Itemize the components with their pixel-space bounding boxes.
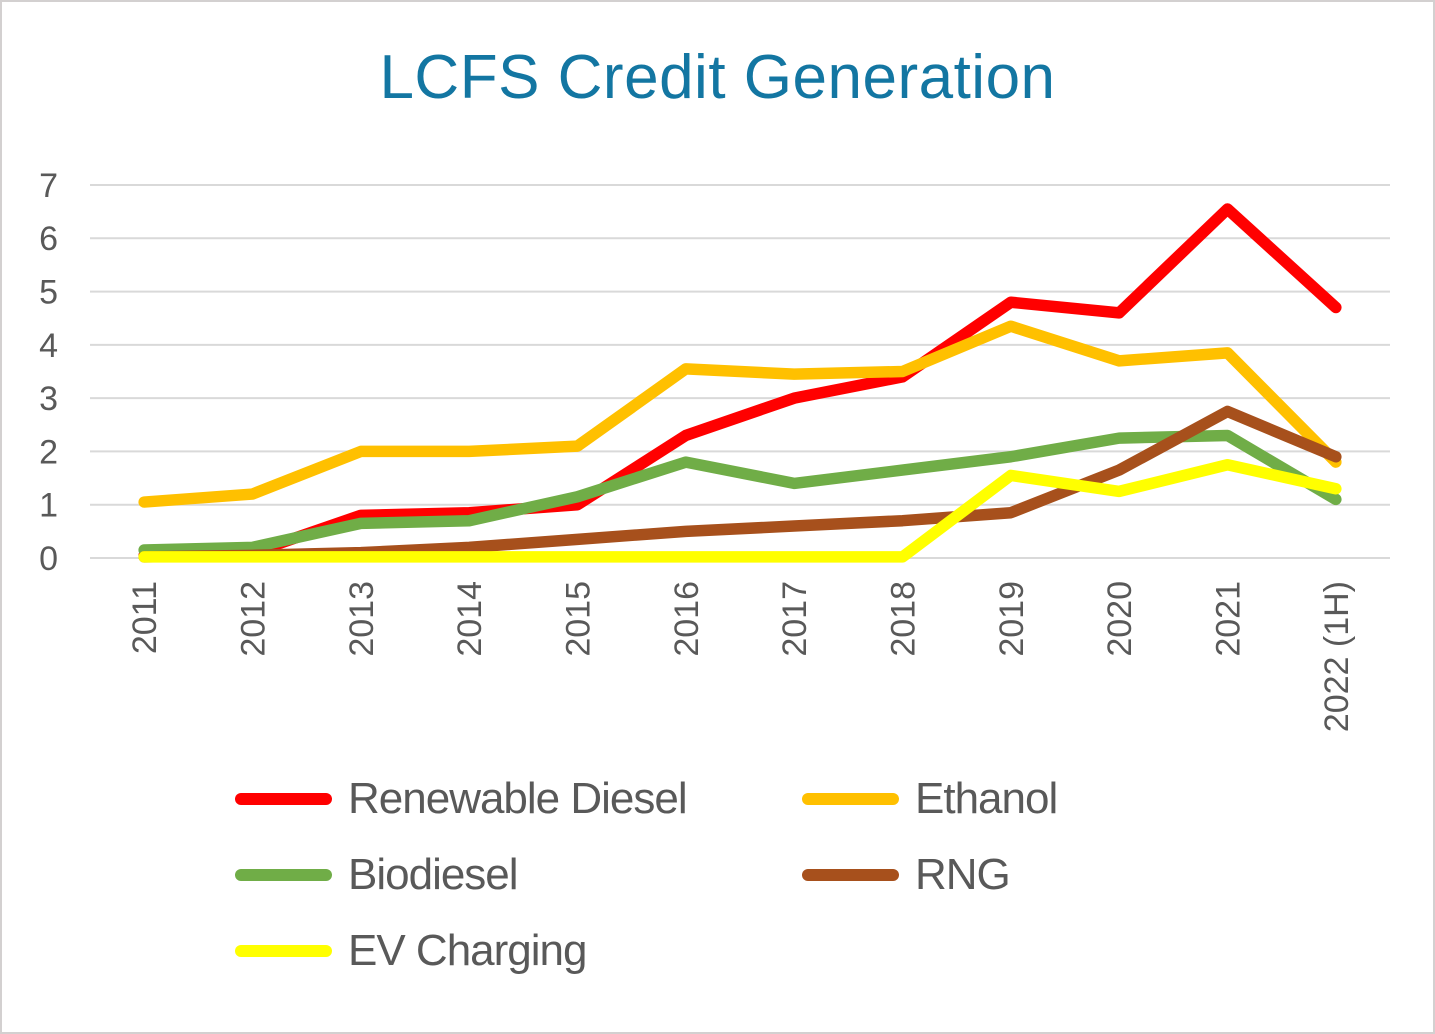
x-axis-label-2013: 2013 [343, 581, 381, 657]
series-lines [138, 203, 1342, 563]
legend-swatch-rng [802, 869, 899, 881]
series-line-renewable-diesel [138, 203, 1342, 562]
y-axis-label-2: 2 [39, 433, 58, 471]
gridlines [90, 184, 1390, 559]
legend-label-renewable-diesel: Renewable Diesel [348, 774, 688, 823]
series-line-ev-charging [138, 459, 1342, 563]
legend-swatch-ev-charging [235, 945, 332, 957]
legend-swatch-renewable-diesel [235, 793, 332, 805]
legend-item-ev-charging: EV Charging [235, 924, 802, 978]
series-line-rng [138, 405, 1342, 563]
legend-label-rng: RNG [915, 850, 1011, 899]
x-axis-label-2019: 2019 [993, 581, 1031, 657]
legend-label-ethanol: Ethanol [915, 774, 1058, 823]
x-axis-label-2018: 2018 [885, 581, 923, 657]
legend-item-ethanol: Ethanol [802, 772, 1058, 826]
legend-swatch-biodiesel [235, 869, 332, 881]
legend-item-biodiesel: Biodiesel [235, 848, 802, 902]
chart-title: LCFS Credit Generation [379, 43, 1056, 112]
y-axis-label-6: 6 [39, 220, 58, 258]
y-axis-label-3: 3 [39, 380, 58, 418]
legend-item-rng: RNG [802, 848, 1057, 902]
x-axis-label-2011: 2011 [126, 581, 164, 654]
y-axis-labels: 0 1 2 3 4 5 6 7 [39, 167, 58, 578]
x-axis-label-2017: 2017 [776, 581, 814, 657]
y-axis-label-1: 1 [39, 487, 58, 525]
x-axis-label-2020: 2020 [1101, 581, 1139, 657]
x-axis-labels: 2011 2012 2013 2014 2015 2016 2017 2018 2019 2020… [126, 581, 1356, 732]
y-axis-label-7: 7 [39, 167, 58, 205]
series-line-ethanol [138, 320, 1342, 508]
y-axis-label-5: 5 [39, 273, 58, 311]
x-axis-label-2021: 2021 [1210, 581, 1248, 657]
y-axis-label-0: 0 [39, 540, 58, 578]
y-axis-label-4: 4 [39, 327, 58, 365]
chart-legend: Renewable Diesel Ethanol Biodiesel RNG E… [235, 772, 1058, 978]
legend-swatch-ethanol [802, 793, 899, 805]
legend-label-biodiesel: Biodiesel [348, 850, 519, 899]
x-axis-label-2012: 2012 [235, 581, 273, 657]
legend-item-renewable-diesel: Renewable Diesel [235, 772, 802, 826]
series-line-biodiesel [138, 429, 1342, 556]
x-axis-label-2015: 2015 [560, 581, 598, 657]
x-axis-label-2016: 2016 [668, 581, 706, 657]
x-axis-label-2014: 2014 [451, 581, 489, 657]
legend-label-ev-charging: EV Charging [348, 926, 587, 975]
x-axis-label-2022-1h: 2022 (1H) [1318, 581, 1356, 732]
